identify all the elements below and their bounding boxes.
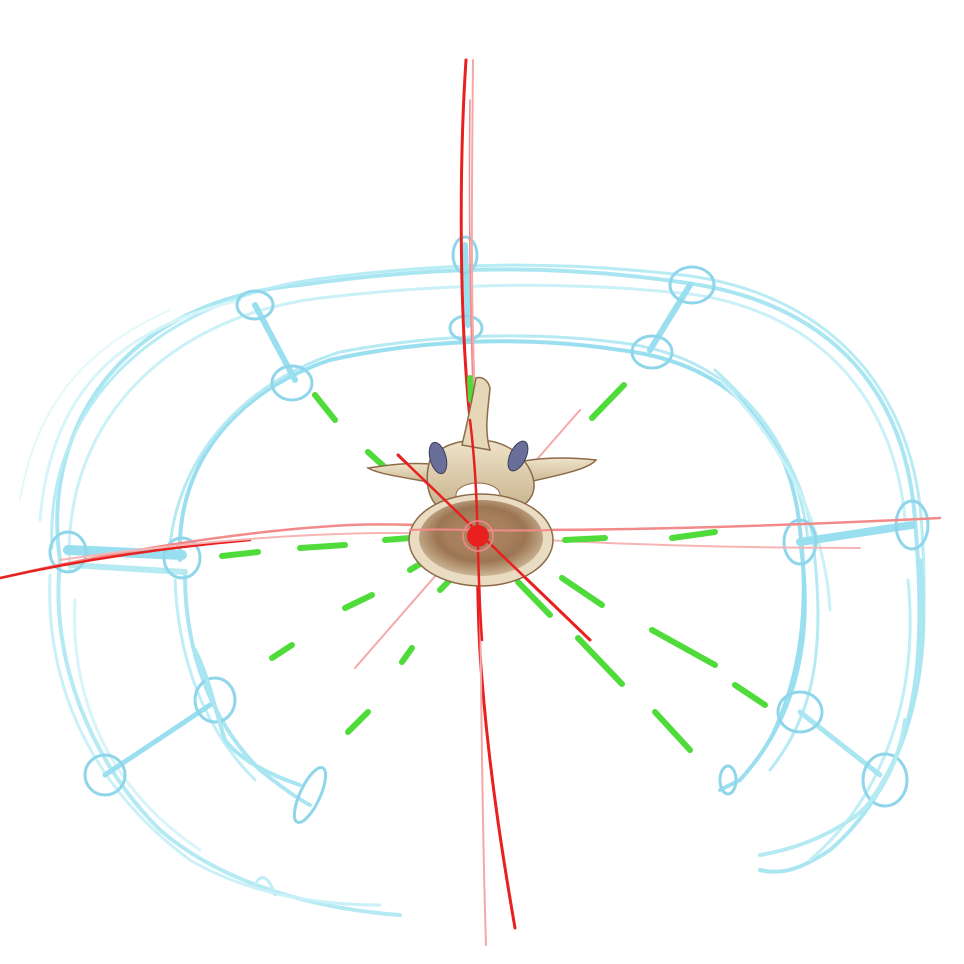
center-point-halo — [462, 520, 494, 552]
outer-lower-stroke — [56, 558, 402, 917]
ray-dash — [342, 592, 375, 611]
ray-dash — [562, 535, 608, 543]
center-point — [467, 525, 489, 547]
ray-dash — [575, 635, 625, 687]
joint-circle — [451, 235, 479, 275]
ray-dash — [467, 375, 474, 403]
blue-sketch-frame — [19, 235, 930, 917]
joint-circle — [861, 752, 909, 808]
joint-circle — [630, 334, 674, 370]
joint-circle — [292, 765, 328, 825]
ray-dash — [219, 549, 261, 559]
frame-hook — [758, 718, 907, 857]
outer-rim-stroke — [38, 298, 242, 522]
ray-dash — [269, 642, 295, 661]
ray-dash — [382, 535, 413, 543]
joint-circle — [668, 265, 716, 305]
joint-circles — [48, 235, 930, 825]
outer-rim-stroke — [55, 267, 922, 792]
joint-circle — [448, 314, 484, 342]
ray-dash — [652, 709, 693, 753]
joint-circle — [894, 499, 930, 551]
ray-dash — [589, 382, 627, 421]
inner-ring-stroke — [718, 538, 807, 792]
joint-circle — [782, 518, 818, 566]
frame-spoke — [252, 302, 298, 383]
spinous-process — [461, 376, 492, 451]
joint-circle — [270, 364, 314, 402]
outer-rim-stroke — [19, 309, 171, 501]
frame-spoke — [647, 282, 693, 353]
joint-circle — [235, 289, 275, 321]
facet-right — [507, 440, 529, 472]
ray-dash — [649, 627, 718, 668]
joint-circle — [162, 536, 202, 580]
inner-ring-stroke — [183, 573, 312, 807]
frame-hook — [253, 876, 277, 897]
joint-circle — [718, 764, 738, 796]
horizontal-axis — [0, 538, 252, 580]
joint-circle — [193, 676, 237, 724]
joint-circle — [83, 753, 127, 797]
ray-dash — [559, 575, 605, 608]
inner-ring-stroke — [713, 368, 820, 772]
outer-rim-stroke — [67, 283, 907, 572]
outer-lower-stroke — [48, 573, 382, 907]
ray-dash — [345, 709, 371, 735]
ray-dash — [515, 579, 553, 618]
joint-circle — [776, 690, 824, 734]
ray-dash — [312, 392, 338, 423]
ray-dash — [297, 542, 348, 551]
inner-ring-stroke — [718, 378, 832, 612]
joint-circle — [48, 530, 88, 574]
ray-dash — [669, 529, 718, 541]
diagonal-axis-overlay — [396, 453, 592, 642]
outer-lower-stroke — [808, 578, 912, 862]
ray-dash — [732, 682, 768, 708]
frame-spoke — [67, 562, 188, 575]
ray-dash — [399, 645, 415, 665]
green-dashed-rays — [219, 375, 768, 753]
facet-left — [428, 441, 448, 475]
frame-hook — [193, 648, 302, 787]
vertebra-illustration — [365, 376, 598, 587]
frame-spoke — [462, 242, 471, 328]
outer-lower-stroke — [73, 598, 202, 852]
frame-spoke — [796, 521, 916, 546]
